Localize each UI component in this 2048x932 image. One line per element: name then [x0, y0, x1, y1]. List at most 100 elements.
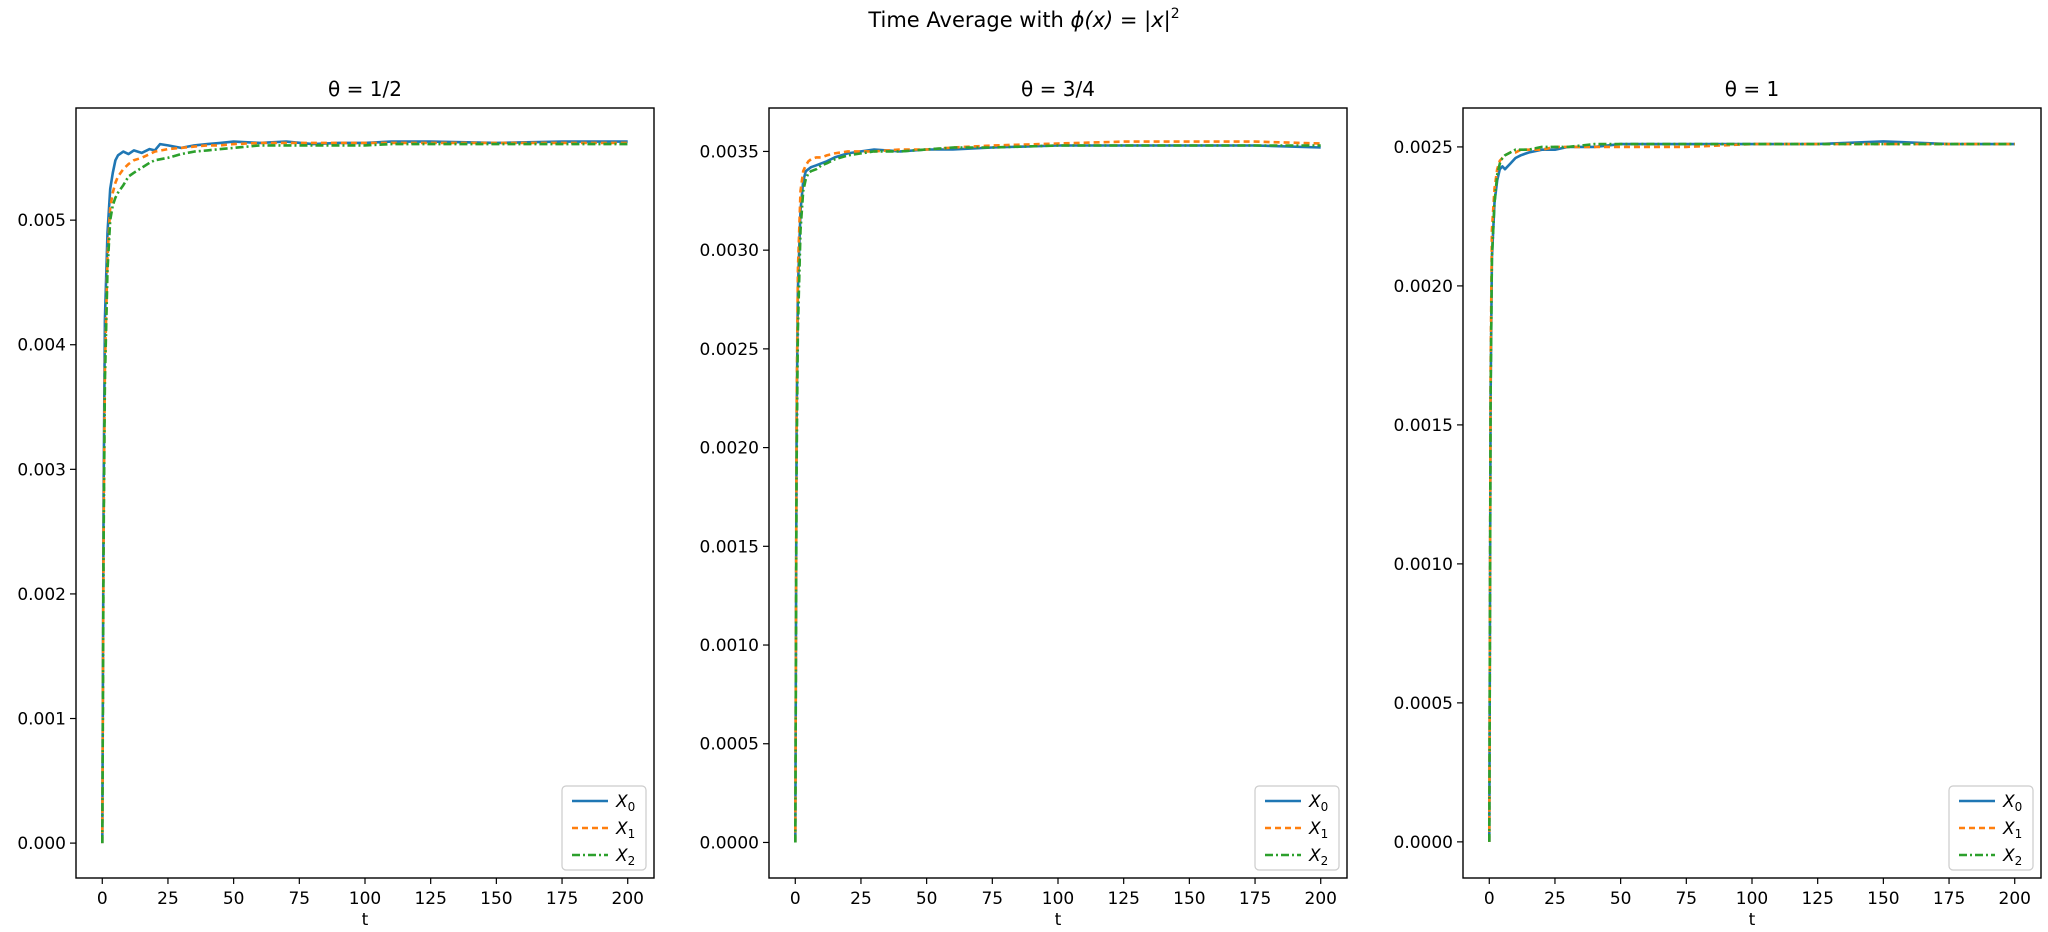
- subplots: θ = 1/20 25 50 75 100 125 150 175 2000.0000.0010…: [17, 77, 2042, 930]
- x-tick-label: 0: [97, 889, 108, 909]
- y-tick-label: 0.003: [17, 460, 66, 480]
- legend-label-name: X: [1308, 819, 1321, 839]
- legend-label-x1: X1: [615, 819, 635, 841]
- y-tick-label: 0.0035: [700, 142, 759, 162]
- suptitle-prefix: Time Average with: [867, 8, 1070, 32]
- legend-label-x1: X1: [2002, 819, 2022, 841]
- y-tick-label: 0.0025: [1394, 138, 1453, 158]
- legend-label-name: X: [2002, 846, 2015, 866]
- legend-label-x2: X2: [615, 846, 635, 868]
- legend-label-name: X: [1308, 792, 1321, 812]
- x-tick-label: 200: [612, 889, 644, 909]
- legend-label-subscript: 2: [628, 854, 636, 868]
- series-line-x0: [101, 140, 628, 844]
- subplot-3: θ = 1 0 25 50 75 100 125 150 175 200 0.0000 0.0005 0…: [1394, 77, 2042, 930]
- x-tick-label: 125: [414, 889, 446, 909]
- legend-label-name: X: [615, 792, 628, 812]
- y-tick-label: 0.0020: [1394, 277, 1453, 297]
- x-tick-label: 0: [1484, 889, 1495, 909]
- subplot-title: θ = 3/4: [1021, 77, 1095, 101]
- y-tick-label: 0.0010: [1394, 555, 1453, 575]
- y-tick-label: 0.0005: [1394, 694, 1453, 714]
- y-tick-label: 0.0010: [700, 636, 759, 656]
- legend-label-subscript: 2: [1321, 854, 1329, 868]
- x-tick-label: 50: [1610, 889, 1632, 909]
- x-tick-label: 125: [1801, 889, 1833, 909]
- x-tick-label: 150: [1867, 889, 1899, 909]
- series-lines: [793, 140, 1321, 843]
- axes-frame: [1462, 107, 2042, 879]
- x-tick-label: 0: [790, 889, 801, 909]
- axes-frame: [75, 107, 655, 879]
- legend-label-subscript: 2: [2015, 854, 2023, 868]
- legend-label-name: X: [2002, 792, 2015, 812]
- x-axis-label: t: [362, 910, 369, 930]
- y-tick-label: 0.005: [17, 211, 66, 231]
- x-tick-label: 150: [1173, 889, 1205, 909]
- x-axis-label: t: [1749, 910, 1756, 930]
- x-tick-label: 25: [850, 889, 872, 909]
- x-tick-label: 50: [916, 889, 938, 909]
- series-line-x1: [793, 140, 1321, 843]
- x-tick-label: 100: [349, 889, 381, 909]
- y-tick-label: 0.004: [17, 336, 66, 356]
- figure-suptitle: Time Average with ϕ(x) = |x|2: [867, 6, 1179, 33]
- x-tick-label: 200: [1999, 889, 2031, 909]
- subplot-1: θ = 1/2 0 25 50 75 100 125 150 175 200 0.000 0.001 0…: [17, 77, 655, 930]
- legend-label-x0: X0: [2002, 792, 2022, 814]
- series-line-x1: [1488, 142, 2015, 842]
- legend-label-x1: X1: [1308, 819, 1328, 841]
- series-line-x0: [1488, 140, 2015, 842]
- subplot-title: θ = 1/2: [328, 77, 402, 101]
- legend-label-x2: X2: [2002, 846, 2022, 868]
- y-tick-label: 0.0020: [700, 439, 759, 459]
- x-tick-label: 75: [288, 889, 310, 909]
- x-tick-label: 75: [1675, 889, 1697, 909]
- legend-label-subscript: 1: [1321, 827, 1329, 841]
- subplot-2: θ = 3/4 0 25 50 75 100 125 150 175 200 0.0000 0.000…: [700, 77, 1348, 930]
- series-line-x0: [793, 144, 1321, 843]
- y-tick-label: 0.0015: [700, 537, 759, 557]
- series-line-x2: [1488, 142, 2015, 842]
- series-lines: [1488, 140, 2015, 842]
- x-tick-label: 175: [1239, 889, 1271, 909]
- series-lines: [101, 140, 628, 844]
- x-tick-label: 175: [546, 889, 578, 909]
- legend-label-name: X: [615, 819, 628, 839]
- y-tick-label: 0.0015: [1394, 416, 1453, 436]
- suptitle-math: ϕ(x) = |x|: [1071, 8, 1171, 33]
- x-tick-label: 25: [157, 889, 179, 909]
- x-tick-label: 125: [1107, 889, 1139, 909]
- y-tick-label: 0.0000: [1394, 833, 1453, 853]
- x-tick-label: 100: [1736, 889, 1768, 909]
- y-tick-label: 0.0030: [700, 241, 759, 261]
- x-tick-label: 200: [1305, 889, 1337, 909]
- axes-frame: [768, 107, 1348, 879]
- y-tick-label: 0.0005: [700, 735, 759, 755]
- x-axis-label: t: [1055, 910, 1062, 930]
- legend-label-x2: X2: [1308, 846, 1328, 868]
- legend-label-subscript: 0: [1321, 800, 1329, 814]
- legend-label-subscript: 0: [628, 800, 636, 814]
- legend-label-name: X: [615, 846, 628, 866]
- legend-label-name: X: [1308, 846, 1321, 866]
- x-tick-label: 50: [223, 889, 245, 909]
- series-line-x2: [793, 144, 1321, 843]
- y-tick-label: 0.001: [17, 710, 66, 730]
- x-tick-label: 75: [981, 889, 1003, 909]
- x-tick-label: 100: [1042, 889, 1074, 909]
- series-line-x2: [101, 142, 628, 844]
- x-tick-label: 175: [1933, 889, 1965, 909]
- legend-label-subscript: 1: [2015, 827, 2023, 841]
- y-tick-label: 0.0000: [700, 833, 759, 853]
- legend-label-subscript: 0: [2015, 800, 2023, 814]
- x-tick-label: 25: [1544, 889, 1566, 909]
- subplot-title: θ = 1: [1725, 77, 1779, 101]
- suptitle-exponent: 2: [1171, 6, 1180, 22]
- legend-label-x0: X0: [1308, 792, 1328, 814]
- legend-label-subscript: 1: [628, 827, 636, 841]
